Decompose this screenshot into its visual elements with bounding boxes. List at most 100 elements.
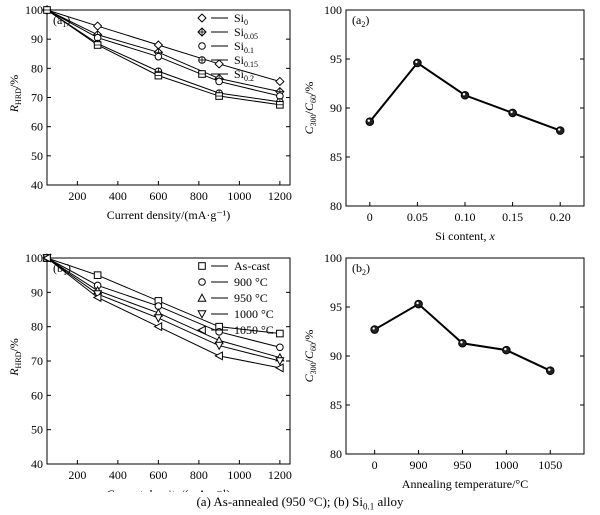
y-tick-label: 100: [324, 251, 342, 265]
x-tick-label: 800: [190, 468, 208, 482]
legend-marker-1: [198, 278, 206, 286]
data-point-s0-1: [92, 21, 103, 31]
y-tick-label: 85: [330, 150, 342, 164]
data-point-s3-2: [153, 314, 164, 323]
y-tick-label: 85: [330, 398, 342, 412]
y-tick-label: 50: [31, 149, 43, 163]
x-tick-label: 950: [453, 458, 471, 472]
data-point-s3-3: [214, 341, 224, 351]
data-point-s4-1: [92, 292, 102, 303]
data-point-s0-3: [214, 59, 224, 69]
panel-label: (b2): [352, 261, 370, 277]
x-tick-label: 1050: [538, 458, 562, 472]
data-point-s0-3: [502, 345, 511, 355]
y-axis-label: RHRD/%: [7, 75, 23, 114]
x-tick-label: 600: [149, 468, 167, 482]
x-tick-label: 0: [367, 210, 373, 224]
x-tick-label: 0.10: [455, 210, 476, 224]
data-point-s0-4: [276, 329, 284, 338]
legend-label-4: Si0.2: [234, 67, 254, 83]
y-tick-label: 50: [31, 423, 43, 437]
y-tick-label: 70: [31, 354, 43, 368]
y-tick-label: 90: [330, 101, 342, 115]
data-point-s4-0: [42, 253, 51, 263]
data-point-s3-4: [275, 357, 285, 366]
data-point-s0-2: [458, 338, 467, 348]
data-point-s0-4: [545, 366, 555, 376]
data-point-s2-2: [154, 52, 163, 61]
legend-label-0: Si0: [234, 11, 248, 27]
data-point-s0-3-highlight: [510, 110, 513, 114]
x-tick-label: 800: [190, 189, 208, 203]
legend-label-1: Si0.05: [234, 25, 258, 41]
y-axis-label: C300/C60/%: [302, 330, 318, 383]
data-point-s0-0: [365, 117, 375, 127]
data-point-s0-1: [414, 299, 423, 309]
y-tick-label: 90: [31, 32, 43, 46]
legend-label-2: Si0.1: [234, 39, 254, 55]
data-point-s0-1: [93, 271, 102, 279]
y-tick-label: 80: [330, 199, 342, 213]
data-point-s0-2: [460, 90, 470, 100]
x-axis-label: Current density/(mA·g⁻¹): [107, 487, 231, 492]
legend-label-3: Si0.15: [234, 53, 258, 69]
x-tick-label: 600: [149, 189, 167, 203]
y-tick-label: 60: [31, 388, 43, 402]
chart-a1: 40 50 60 70 80 90 100 200 400 600 800 1000 1200 Curre…: [7, 3, 292, 222]
y-tick-label: 80: [31, 320, 43, 334]
x-tick-label: 400: [109, 468, 127, 482]
x-tick-label: 1000: [494, 458, 518, 472]
data-point-s0-2-highlight: [460, 341, 463, 344]
y-tick-label: 100: [324, 3, 342, 17]
data-point-s0-4: [275, 76, 285, 87]
data-point-s0-1: [413, 58, 422, 68]
legend-marker-2: [197, 293, 207, 302]
series-line-0: [374, 302, 551, 372]
legend-label-4: 1050 °C: [234, 323, 274, 337]
data-point-s4-4: [275, 363, 284, 373]
y-tick-label: 95: [330, 52, 342, 66]
data-point-s0-0: [370, 325, 379, 334]
y-tick-label: 90: [330, 349, 342, 363]
chart-b1: 40 50 60 70 80 90 100 200 400 600 800 1000 1200 Curre…: [7, 251, 292, 492]
x-tick-label: 1000: [227, 468, 251, 482]
data-point-s0-4: [555, 126, 565, 135]
data-point-s0-0-highlight: [367, 119, 370, 122]
y-tick-label: 80: [330, 447, 342, 461]
x-tick-label: 400: [109, 189, 127, 203]
x-tick-label: 1200: [268, 468, 292, 482]
x-axis-label: Current density/(mA·g⁻¹): [107, 208, 231, 222]
legend-marker-0: [198, 262, 206, 270]
x-tick-label: 900: [410, 458, 428, 472]
y-tick-label: 40: [31, 178, 43, 192]
legend-marker-2: [198, 42, 206, 50]
data-point-s0-0-highlight: [372, 327, 375, 330]
legend-marker-4: [197, 325, 206, 335]
data-point-s0-3: [508, 108, 517, 118]
y-tick-label: 100: [25, 251, 43, 265]
legend-label-0: As-cast: [234, 259, 271, 273]
data-point-s0-2-highlight: [462, 93, 466, 96]
figure-caption: (a) As-annealed (950 °C); (b) Si0.1 allo…: [0, 494, 600, 512]
x-axis-label: Annealing temperature/°C: [402, 477, 528, 491]
x-axis-label: Si content, x: [435, 229, 495, 243]
y-tick-label: 80: [31, 61, 43, 75]
x-tick-label: 0.05: [407, 210, 428, 224]
chart-a2: 80 85 90 95 100 0 0.05 0.10 0.15 0.20 Si content, …: [302, 3, 585, 243]
data-point-s0-4-highlight: [548, 368, 551, 371]
x-tick-label: 0.15: [502, 210, 523, 224]
data-point-s0-1-highlight: [416, 301, 419, 305]
x-tick-label: 200: [68, 468, 86, 482]
legend-marker-0: [197, 13, 207, 23]
x-tick-label: 200: [68, 189, 86, 203]
caption-prefix: (a) As-annealed (950 °C); (b) Si: [196, 494, 364, 509]
y-tick-label: 95: [330, 300, 342, 314]
legend-label-3: 1000 °C: [234, 307, 274, 321]
y-tick-label: 100: [25, 3, 43, 17]
plot-frame: [345, 257, 585, 455]
legend-label-1: 900 °C: [234, 275, 268, 289]
x-tick-label: 0: [372, 458, 378, 472]
data-point-s0-1-highlight: [415, 60, 418, 64]
data-point-s2-3: [215, 77, 223, 86]
